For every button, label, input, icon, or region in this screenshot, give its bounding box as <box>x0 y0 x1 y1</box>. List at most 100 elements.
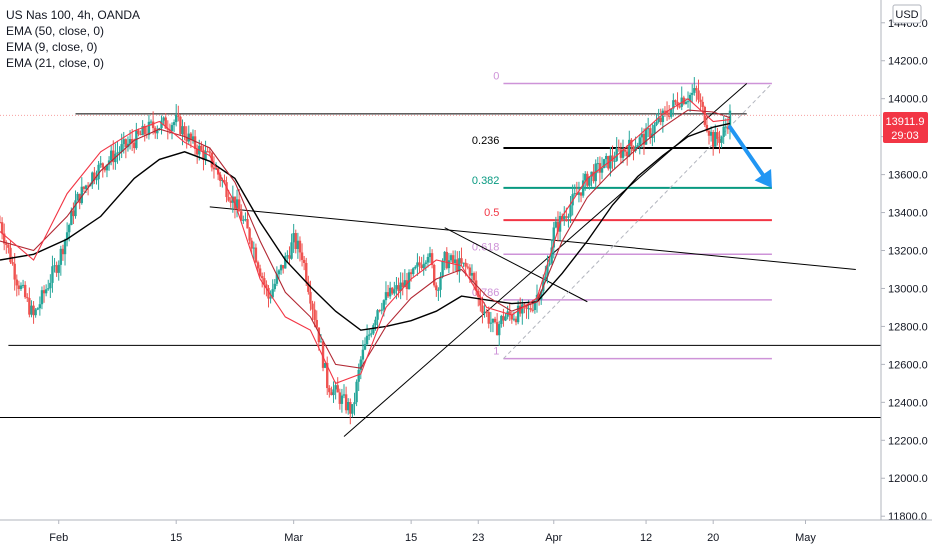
candle-body <box>288 255 291 259</box>
candle-body <box>258 268 262 277</box>
candle-body <box>529 308 532 310</box>
candle-body <box>338 392 342 404</box>
candle-body <box>611 155 614 162</box>
candle-body <box>525 305 528 309</box>
candle-body <box>172 122 176 126</box>
candle-body <box>13 263 16 280</box>
candle-body <box>307 281 310 292</box>
candle-body <box>122 139 125 145</box>
fib-label: 0.236 <box>472 135 500 147</box>
candle-body <box>374 319 377 326</box>
candle-body <box>277 270 281 275</box>
candle-body <box>265 284 268 288</box>
candle-body <box>569 205 572 217</box>
candle-body <box>164 117 167 129</box>
candle-body <box>380 309 383 311</box>
projection-arrow-shaft[interactable] <box>727 125 765 177</box>
candle-body <box>40 290 44 305</box>
candle-body <box>552 227 555 248</box>
candle-body <box>609 155 612 169</box>
candle-body <box>357 369 360 382</box>
candle-body <box>342 394 346 396</box>
projection-arrow-head[interactable] <box>754 169 772 188</box>
candle-body <box>311 303 314 310</box>
candle-body <box>498 324 501 336</box>
candle-body <box>367 334 371 336</box>
candle-body <box>634 147 637 151</box>
candle-body <box>42 290 46 294</box>
candle-body <box>716 132 719 139</box>
candle-body <box>391 287 394 294</box>
candle-body <box>640 133 644 138</box>
trendline[interactable] <box>444 227 588 303</box>
candle-body <box>701 101 704 107</box>
candle-body <box>47 288 50 290</box>
candle-body <box>128 139 132 144</box>
candle-body <box>315 319 318 328</box>
candle-body <box>237 199 241 212</box>
candle-body <box>567 216 570 218</box>
legend-ema21: EMA (21, close, 0) <box>6 56 105 70</box>
candle-body <box>453 259 457 263</box>
candle-body <box>378 310 381 312</box>
candle-body <box>433 264 436 286</box>
currency-label-box <box>892 4 922 24</box>
last-price-tag: 13911.9 29:03 <box>883 112 928 143</box>
candle-body <box>510 314 514 320</box>
candle-body <box>149 121 153 123</box>
candle-body <box>235 199 239 209</box>
candle-body <box>586 173 589 186</box>
candle-body <box>441 260 444 277</box>
candle-body <box>76 193 79 201</box>
candle-body <box>508 311 511 315</box>
candle-body <box>384 292 388 301</box>
fib-label: 1 <box>493 346 499 358</box>
candle-body <box>382 300 386 310</box>
candle-body <box>336 385 339 393</box>
candle-body <box>361 349 365 360</box>
time-tick-label: 15 <box>405 532 417 544</box>
candle-body <box>17 285 21 290</box>
ema-line-21[interactable] <box>0 109 731 369</box>
candle-body <box>51 266 54 283</box>
ema-lines <box>0 98 731 385</box>
candle-body <box>470 273 474 276</box>
candle-body <box>109 150 113 161</box>
candle-body <box>435 285 438 291</box>
candle-body <box>447 260 451 269</box>
candle-body <box>563 216 566 219</box>
candle-body <box>28 298 31 315</box>
candle-body <box>36 308 39 310</box>
candle-body <box>187 133 190 142</box>
candle-body <box>437 289 440 291</box>
candle-body <box>334 385 337 390</box>
candle-body <box>250 240 253 249</box>
candle-body <box>223 180 226 183</box>
candle-body <box>267 287 270 299</box>
candle-body <box>183 126 186 137</box>
candle-body <box>468 267 472 276</box>
candle-body <box>544 276 547 281</box>
candle-body <box>254 247 258 263</box>
time-tick-label: 12 <box>640 532 652 544</box>
candle-body <box>326 362 329 389</box>
fib-label: 0.382 <box>472 175 500 187</box>
candle-body <box>63 239 67 255</box>
candle-body <box>208 151 211 153</box>
candle-body <box>261 276 264 279</box>
candle-body <box>573 193 576 195</box>
trendline[interactable] <box>209 206 856 270</box>
candle-body <box>644 128 648 145</box>
candle-body <box>101 163 104 168</box>
candle-body <box>363 344 367 350</box>
ema-line-90[interactable] <box>0 98 731 385</box>
candle-body <box>99 163 102 165</box>
candle-body <box>625 151 629 157</box>
candle-body <box>502 315 505 321</box>
trendline[interactable] <box>503 83 773 360</box>
candle-body <box>481 305 484 313</box>
candle-body <box>53 265 56 267</box>
candle-body <box>319 341 323 343</box>
time-axis[interactable]: Feb 15 Mar 15 23 Apr 12 20 May <box>49 520 816 544</box>
